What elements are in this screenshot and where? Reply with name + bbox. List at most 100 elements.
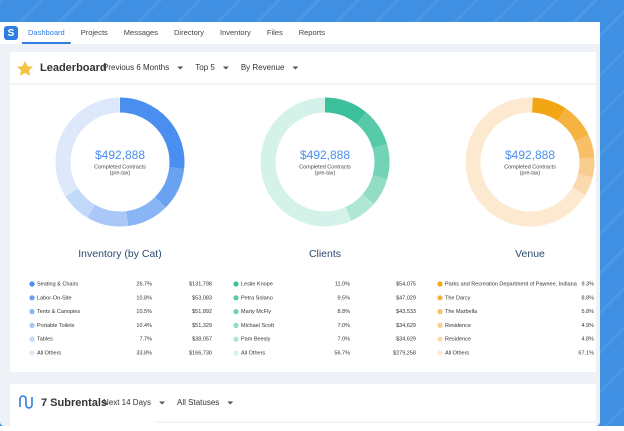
legend-name: Seating & Chairs: [37, 281, 79, 287]
donut-segment: [572, 173, 593, 196]
legend-share: 4.9%: [581, 323, 594, 329]
leaderboard: Previous 6 Months Top 5 By Revenue $492,888…: [29, 63, 595, 356]
legend-share: 67.1%: [578, 350, 594, 356]
dropdown[interactable]: By Revenue: [241, 63, 285, 72]
legend-amount: $43,533: [396, 309, 416, 315]
legend-name: Residence: [445, 337, 471, 343]
nav-bar: [0, 22, 600, 44]
legend-name: Pam Beesly: [241, 337, 271, 343]
legend-share: 5.8%: [581, 309, 594, 315]
dropdown[interactable]: Top 5: [195, 63, 215, 72]
legend-share: 26.7%: [136, 281, 152, 287]
nav-tab[interactable]: Inventory: [220, 28, 251, 37]
legend-name: All Others: [37, 350, 61, 356]
nav-tab[interactable]: Directory: [174, 28, 204, 37]
legend-dot: [437, 281, 443, 287]
donut-caption: Completed Contracts: [299, 164, 351, 170]
nav-tab[interactable]: Reports: [299, 28, 326, 37]
nav-tab[interactable]: Dashboard: [28, 28, 65, 37]
legend-share: 56.7%: [334, 350, 350, 356]
panel-title: Clients: [309, 248, 341, 260]
donut-caption: (pre-tax): [315, 170, 336, 176]
donut-caption: Completed Contracts: [94, 164, 146, 170]
tabs: Dashboard Projects Messages Directory Invent…: [22, 28, 325, 44]
legend-amount: $166,730: [189, 350, 212, 356]
caret: [222, 66, 229, 70]
legend-share: 10.5%: [136, 309, 152, 315]
legend-amount: $53,083: [192, 295, 212, 301]
legend-name: Labor-On-Site: [37, 295, 72, 301]
donut-segment: [372, 144, 390, 180]
legend-dot: [29, 350, 35, 356]
donut-segment: [557, 108, 589, 142]
legend-dot: [437, 336, 443, 342]
logo-mark: S: [8, 28, 15, 39]
legend-name: The Marbella: [445, 309, 478, 315]
card-title: 7 Subrentals: [41, 397, 107, 409]
donut-segment: [362, 174, 388, 205]
legend-dot: [437, 309, 443, 315]
legend-amount: $34,629: [396, 337, 416, 343]
legend-share: 7.7%: [139, 337, 152, 343]
donut-segment: [55, 97, 120, 197]
legend-dot: [29, 336, 35, 342]
nav-tab[interactable]: Files: [267, 28, 283, 37]
dropdown[interactable]: All Statuses: [177, 398, 219, 407]
legend-dot: [29, 295, 35, 301]
legend-name: Michael Scott: [241, 323, 274, 329]
card-title: Leaderboard: [40, 62, 107, 74]
legend-share: 8.8%: [581, 295, 594, 301]
donut-caption: Completed Contracts: [504, 164, 556, 170]
donut-total: $492,888: [505, 148, 555, 162]
legend-share: 8.8%: [337, 309, 350, 315]
legend-dot: [233, 350, 239, 356]
legend-name: Portable Toilets: [37, 323, 75, 329]
legend-dot: [29, 309, 35, 315]
dropdown[interactable]: Previous 6 Months: [103, 63, 169, 72]
caret: [159, 401, 166, 405]
nav-tab[interactable]: Projects: [81, 28, 108, 37]
legend-name: Petra Solano: [241, 295, 273, 301]
caret: [292, 66, 299, 70]
legend-amount: $38,057: [192, 337, 212, 343]
legend-dot: [233, 295, 239, 301]
legend-name: Parks and Recreation Department of Pawne…: [445, 281, 578, 287]
donut-segment: [260, 97, 352, 227]
caret: [177, 66, 184, 70]
legend-name: The Darcy: [445, 295, 471, 301]
legend-share: 7.0%: [337, 337, 350, 343]
legend-dot: [29, 281, 35, 287]
legend-amount: $34,629: [396, 323, 416, 329]
legend-amount: $279,258: [393, 350, 416, 356]
active-underline: [22, 42, 71, 44]
dropdown[interactable]: Next 14 Days: [103, 398, 151, 407]
legend-share: 33.8%: [136, 350, 152, 356]
logo: [4, 26, 18, 40]
legend-share: 11.0%: [335, 281, 350, 287]
legend-share: 9.5%: [337, 295, 350, 301]
donut-total: $492,888: [300, 148, 350, 162]
donut-caption: (pre-tax): [520, 170, 541, 176]
donut-caption: (pre-tax): [110, 170, 131, 176]
legend-amount: $54,075: [396, 281, 416, 287]
donut-segment: [356, 112, 387, 149]
donut-segment: [119, 97, 185, 169]
legend-dot: [233, 322, 239, 328]
donut-segment: [65, 187, 96, 218]
donut-segment: [578, 157, 595, 178]
legend-amount: $51,892: [192, 309, 212, 315]
nav-tab[interactable]: Messages: [124, 28, 158, 37]
subrentals-filters: Next 14 Days All Statuses: [103, 398, 234, 407]
legend-dot: [437, 322, 443, 328]
star-icon: [17, 61, 33, 76]
legend-dot: [437, 350, 443, 356]
legend-dot: [233, 281, 239, 287]
legend-share: 7.0%: [337, 323, 350, 329]
donut-total: $492,888: [95, 148, 145, 162]
legend-amount: $47,029: [396, 295, 416, 301]
donut-segment: [125, 196, 166, 226]
legend-name: All Others: [445, 350, 469, 356]
donut-segment: [344, 193, 374, 221]
